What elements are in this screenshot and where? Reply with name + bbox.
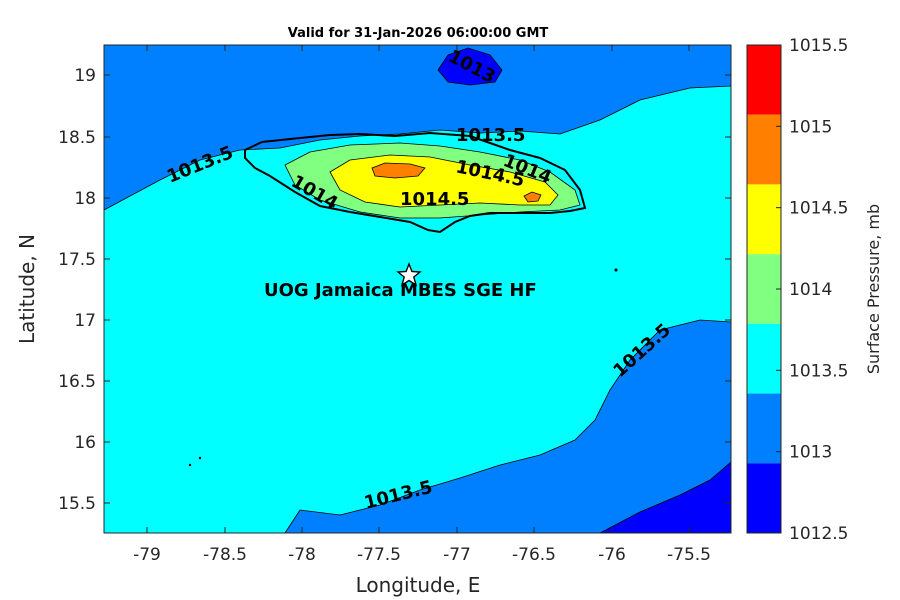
y-tick-label: 17 (74, 311, 96, 331)
x-tick-label: -77.5 (357, 545, 401, 565)
colorbar-swatch (747, 254, 781, 324)
colorbar-label: Surface Pressure, mb (864, 204, 883, 374)
y-tick-label: 16 (74, 433, 96, 453)
contour-field (104, 45, 731, 533)
x-axis-label: Longitude, E (356, 573, 481, 597)
colorbar-swatch (747, 463, 781, 533)
colorbar: 1015.5 1015 1014.5 1014 1013.5 1013 1012.5 (746, 36, 848, 544)
colorbar-swatch (747, 114, 781, 185)
colorbar-tick-label: 1013.5 (789, 361, 848, 381)
y-tick-label: 15.5 (58, 494, 96, 514)
jamaica-coastline (244, 131, 587, 234)
x-tick-label: -76 (598, 545, 626, 565)
cay-marker (614, 268, 618, 272)
band-1012-5-southeast (599, 461, 731, 533)
y-tick-label: 18 (74, 189, 96, 209)
y-tick-label: 18.5 (58, 128, 96, 148)
x-tick-label: -76.5 (512, 545, 556, 565)
y-axis-label: Latitude, N (15, 234, 39, 344)
cay-marker (198, 456, 202, 460)
colorbar-swatch (747, 323, 781, 394)
site-label: UOG Jamaica MBES SGE HF (264, 280, 537, 301)
x-tick-label: -77 (443, 545, 471, 565)
y-axis: 19 18.5 18 17.5 17 16.5 16 15.5 (58, 66, 731, 514)
x-axis: -79 -78.5 -78 -77.5 -77 -76.5 -76 -75.5 (133, 45, 711, 565)
map-title: Valid for 31-Jan-2026 06:00:00 GMT (288, 26, 549, 41)
colorbar-swatch (747, 45, 781, 115)
colorbar-tick-label: 1013 (789, 443, 832, 463)
colorbar-tick-label: 1015 (789, 117, 832, 137)
cay-marker (188, 463, 192, 467)
band-1012-5-north (437, 47, 503, 86)
colorbar-tick-label: 1015.5 (789, 36, 848, 56)
y-tick-label: 19 (74, 66, 96, 86)
y-tick-label: 16.5 (58, 372, 96, 392)
x-tick-label: -78.5 (203, 545, 247, 565)
contour-label: 1014.5 (400, 189, 469, 210)
colorbar-tick-label: 1012.5 (789, 524, 848, 544)
star-icon (396, 262, 422, 287)
plot-frame (103, 44, 732, 534)
site-marker: UOG Jamaica MBES SGE HF (264, 262, 537, 301)
x-tick-label: -79 (133, 545, 161, 565)
colorbar-tick-label: 1014 (789, 280, 832, 300)
colorbar-swatch (747, 393, 781, 464)
colorbar-tick-label: 1014.5 (789, 199, 848, 219)
x-tick-label: -78 (288, 545, 316, 565)
y-tick-label: 17.5 (58, 250, 96, 270)
colorbar-swatch (747, 184, 781, 255)
band-1015 (371, 162, 426, 179)
contour-label: 1013.5 (456, 125, 525, 146)
band-1015-east (523, 191, 542, 203)
x-tick-label: -75.5 (667, 545, 711, 565)
